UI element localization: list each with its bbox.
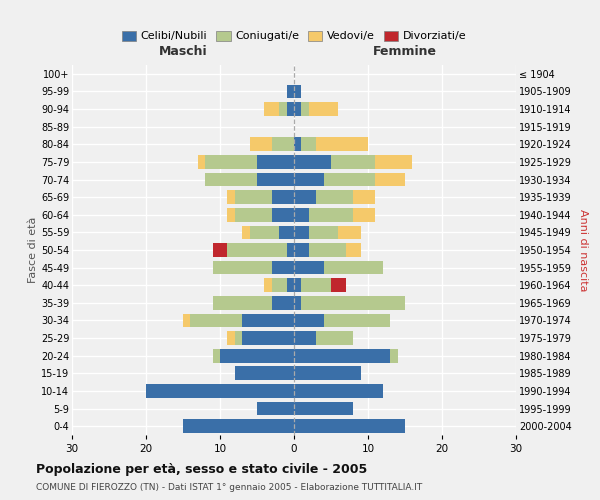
Bar: [390, 349, 398, 362]
Bar: [272, 208, 294, 222]
Bar: [323, 172, 376, 186]
Bar: [376, 172, 405, 186]
Bar: [309, 226, 338, 239]
Bar: [146, 384, 294, 398]
Bar: [301, 138, 316, 151]
Bar: [227, 190, 235, 204]
Bar: [235, 366, 294, 380]
Bar: [294, 296, 301, 310]
Bar: [272, 190, 294, 204]
Bar: [294, 102, 301, 116]
Bar: [279, 102, 287, 116]
Bar: [294, 384, 383, 398]
Bar: [301, 102, 309, 116]
Bar: [294, 402, 353, 415]
Bar: [331, 155, 376, 169]
Bar: [294, 226, 309, 239]
Bar: [220, 349, 294, 362]
Bar: [265, 278, 272, 292]
Bar: [287, 278, 294, 292]
Bar: [346, 243, 361, 257]
Bar: [294, 278, 301, 292]
Bar: [294, 155, 331, 169]
Bar: [287, 84, 294, 98]
Bar: [257, 402, 294, 415]
Bar: [272, 138, 294, 151]
Bar: [212, 349, 220, 362]
Bar: [183, 420, 294, 433]
Bar: [294, 349, 390, 362]
Bar: [265, 102, 279, 116]
Bar: [272, 278, 287, 292]
Text: Popolazione per età, sesso e stato civile - 2005: Popolazione per età, sesso e stato civil…: [36, 462, 367, 475]
Text: Femmine: Femmine: [373, 45, 437, 58]
Text: Maschi: Maschi: [158, 45, 208, 58]
Bar: [205, 155, 257, 169]
Bar: [190, 314, 242, 328]
Bar: [242, 226, 250, 239]
Bar: [294, 331, 316, 345]
Bar: [235, 190, 272, 204]
Bar: [338, 226, 361, 239]
Bar: [301, 278, 331, 292]
Bar: [353, 208, 376, 222]
Bar: [227, 208, 235, 222]
Bar: [309, 243, 346, 257]
Bar: [294, 138, 301, 151]
Bar: [287, 102, 294, 116]
Bar: [316, 331, 353, 345]
Bar: [294, 366, 361, 380]
Bar: [235, 208, 272, 222]
Bar: [294, 243, 309, 257]
Bar: [198, 155, 205, 169]
Bar: [183, 314, 190, 328]
Bar: [212, 243, 227, 257]
Bar: [294, 190, 316, 204]
Bar: [294, 260, 323, 274]
Bar: [353, 190, 376, 204]
Bar: [250, 138, 272, 151]
Legend: Celibi/Nubili, Coniugati/e, Vedovi/e, Divorziati/e: Celibi/Nubili, Coniugati/e, Vedovi/e, Di…: [118, 26, 470, 46]
Bar: [316, 138, 368, 151]
Bar: [227, 331, 235, 345]
Bar: [257, 172, 294, 186]
Bar: [242, 314, 294, 328]
Bar: [301, 296, 405, 310]
Bar: [294, 208, 309, 222]
Bar: [316, 190, 353, 204]
Bar: [331, 278, 346, 292]
Bar: [287, 243, 294, 257]
Bar: [205, 172, 257, 186]
Bar: [257, 155, 294, 169]
Bar: [323, 314, 390, 328]
Bar: [309, 208, 353, 222]
Y-axis label: Anni di nascita: Anni di nascita: [578, 209, 589, 291]
Y-axis label: Fasce di età: Fasce di età: [28, 217, 38, 283]
Bar: [235, 331, 242, 345]
Bar: [227, 243, 287, 257]
Bar: [212, 260, 272, 274]
Bar: [212, 296, 272, 310]
Bar: [294, 420, 405, 433]
Bar: [309, 102, 338, 116]
Bar: [272, 260, 294, 274]
Bar: [294, 84, 301, 98]
Bar: [294, 172, 323, 186]
Bar: [294, 314, 323, 328]
Bar: [376, 155, 412, 169]
Bar: [242, 331, 294, 345]
Bar: [279, 226, 294, 239]
Bar: [250, 226, 279, 239]
Text: COMUNE DI FIEROZZO (TN) - Dati ISTAT 1° gennaio 2005 - Elaborazione TUTTITALIA.I: COMUNE DI FIEROZZO (TN) - Dati ISTAT 1° …: [36, 482, 422, 492]
Bar: [272, 296, 294, 310]
Bar: [323, 260, 383, 274]
